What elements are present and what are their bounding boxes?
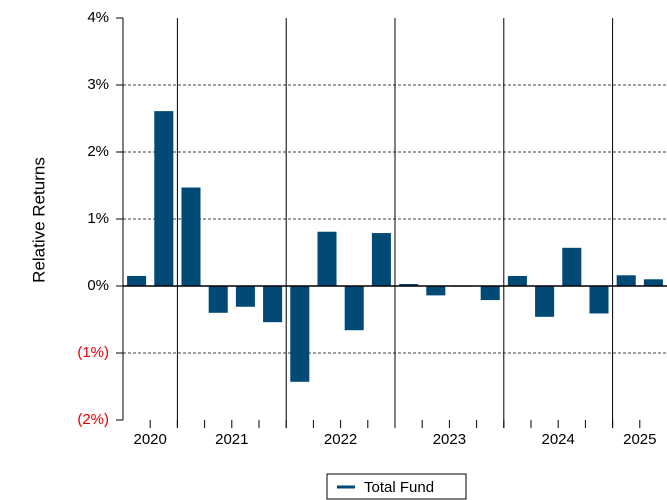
x-year-label: 2025 [623,431,656,448]
bar [535,286,555,317]
bar [344,286,364,331]
bar [127,275,147,286]
x-year-label: 2024 [542,431,575,448]
bar [643,279,663,286]
bar [480,286,500,301]
x-year-label: 2020 [134,431,167,448]
bar [399,283,419,286]
bar [154,111,174,286]
y-tick-label: 2% [87,143,109,160]
bar [317,231,337,286]
bar [371,233,391,286]
y-tick-label: 3% [87,76,109,93]
y-tick-label: 0% [87,277,109,294]
bar [426,286,446,296]
x-year-label: 2023 [433,431,466,448]
x-year-label: 2022 [324,431,357,448]
x-year-label: 2021 [215,431,248,448]
bar [263,286,283,323]
bar [562,247,582,286]
y-axis-title: Relative Returns [29,157,48,283]
y-tick-label: 1% [87,210,109,227]
y-tick-label: (2%) [77,411,109,428]
legend-label: Total Fund [364,479,434,496]
bar [290,286,310,382]
y-tick-label: (1%) [77,344,109,361]
bar [208,286,228,313]
bar [235,286,255,307]
bar [181,187,201,286]
y-tick-label: 4% [87,9,109,26]
bar [589,286,609,314]
bar [616,275,636,286]
bar [507,275,527,286]
